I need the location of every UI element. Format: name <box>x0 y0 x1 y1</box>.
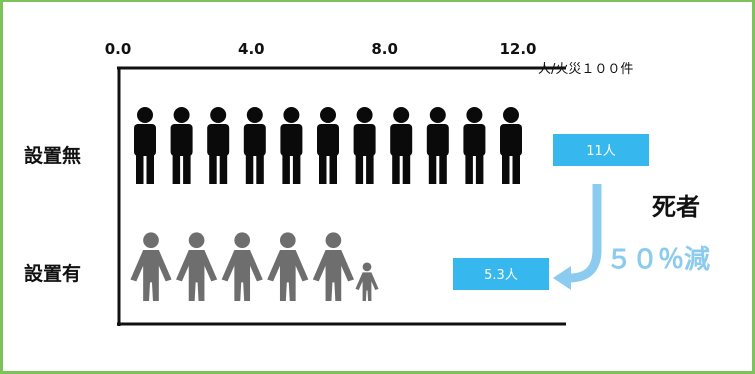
data-label-box-no-device <box>553 134 649 166</box>
category-label-no-device: 設置無 <box>24 144 81 167</box>
annotation-reduction: ５０％減 <box>606 245 710 275</box>
person-icon <box>130 232 172 301</box>
category-label-with-device: 設置有 <box>24 262 81 285</box>
person-icon <box>317 107 339 184</box>
person-icon <box>207 107 230 184</box>
person-icon <box>463 107 486 184</box>
person-icon <box>243 107 266 184</box>
x-tick-label: 4.0 <box>238 40 265 58</box>
data-label-with-device: 5.3人 <box>484 268 518 283</box>
x-tick-label: 12.0 <box>499 40 536 58</box>
series-no-device-figures <box>134 107 522 184</box>
person-icon <box>170 107 193 184</box>
x-tick-label: 8.0 <box>371 40 398 58</box>
x-axis-unit: 人/火災１００件 <box>538 62 633 77</box>
person-icon <box>280 107 303 184</box>
person-icon <box>134 107 156 184</box>
person-icon <box>500 107 522 184</box>
data-label-box-with-device <box>453 258 549 290</box>
x-tick-label: 0.0 <box>105 40 132 58</box>
person-icon <box>426 107 449 184</box>
annotation-deaths: 死者 <box>652 193 700 221</box>
decrease-arrowhead-icon <box>553 266 571 290</box>
person-icon <box>353 107 376 184</box>
person-icon <box>390 107 413 184</box>
decrease-arrow-icon <box>563 184 602 283</box>
person-icon <box>355 262 379 301</box>
data-label-no-device: 11人 <box>586 144 616 159</box>
series-with-device-figures <box>130 232 379 301</box>
person-icon <box>176 232 218 301</box>
person-icon <box>267 232 309 301</box>
person-icon <box>312 232 354 301</box>
person-icon <box>221 232 263 301</box>
